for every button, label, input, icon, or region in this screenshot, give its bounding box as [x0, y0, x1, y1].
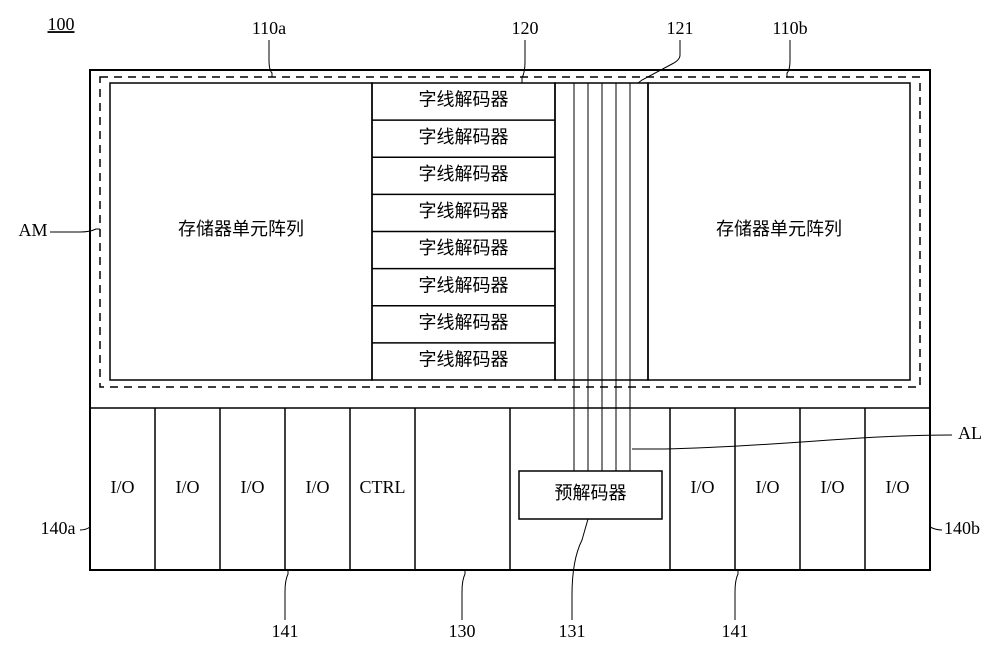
decoder-row-7: 字线解码器: [419, 350, 509, 370]
decoder-row-4: 字线解码器: [419, 238, 509, 258]
lbl-131: 131: [559, 621, 586, 641]
callouts-top: 110a 120 121 110b: [252, 18, 808, 83]
callout-140a: 140a: [41, 518, 91, 538]
memory-block-diagram: 100 存储器单元阵列 字线解码器 字线解码器 字线解码器 字线解码器 字线解码…: [0, 0, 1000, 646]
io-8: I/O: [886, 477, 910, 497]
io-6: I/O: [756, 477, 780, 497]
ctrl: CTRL: [359, 477, 405, 497]
address-lines: [574, 83, 630, 471]
io-3: I/O: [306, 477, 330, 497]
callout-am: AM: [18, 220, 100, 240]
decoder-row-6: 字线解码器: [419, 312, 509, 332]
lbl-130: 130: [449, 621, 476, 641]
lbl-140b: 140b: [944, 518, 980, 538]
decoder-row-2: 字线解码器: [419, 164, 509, 184]
lbl-110a: 110a: [252, 18, 286, 38]
lbl-al: AL: [958, 423, 982, 443]
lbl-120: 120: [512, 18, 539, 38]
lbl-141-r: 141: [722, 621, 749, 641]
decoder-row-0: 字线解码器: [419, 90, 509, 110]
lbl-110b: 110b: [772, 18, 807, 38]
io-5: I/O: [691, 477, 715, 497]
lbl-am: AM: [18, 220, 47, 240]
lbl-121: 121: [667, 18, 694, 38]
io-7: I/O: [821, 477, 845, 497]
decoder-row-5: 字线解码器: [419, 275, 509, 295]
fig-ref-100: 100: [48, 14, 75, 34]
io-2: I/O: [241, 477, 265, 497]
right-array-label: 存储器单元阵列: [716, 219, 842, 239]
decoder-rows: 字线解码器 字线解码器 字线解码器 字线解码器 字线解码器 字线解码器 字线解码…: [372, 90, 555, 370]
lbl-141-l: 141: [272, 621, 299, 641]
left-array-label: 存储器单元阵列: [178, 219, 304, 239]
io-0: I/O: [111, 477, 135, 497]
predecoder-label: 预解码器: [555, 483, 627, 503]
decoder-row-3: 字线解码器: [419, 201, 509, 221]
decoder-row-1: 字线解码器: [419, 127, 509, 147]
callout-140b: 140b: [930, 518, 980, 538]
io-1: I/O: [176, 477, 200, 497]
lbl-140a: 140a: [41, 518, 76, 538]
